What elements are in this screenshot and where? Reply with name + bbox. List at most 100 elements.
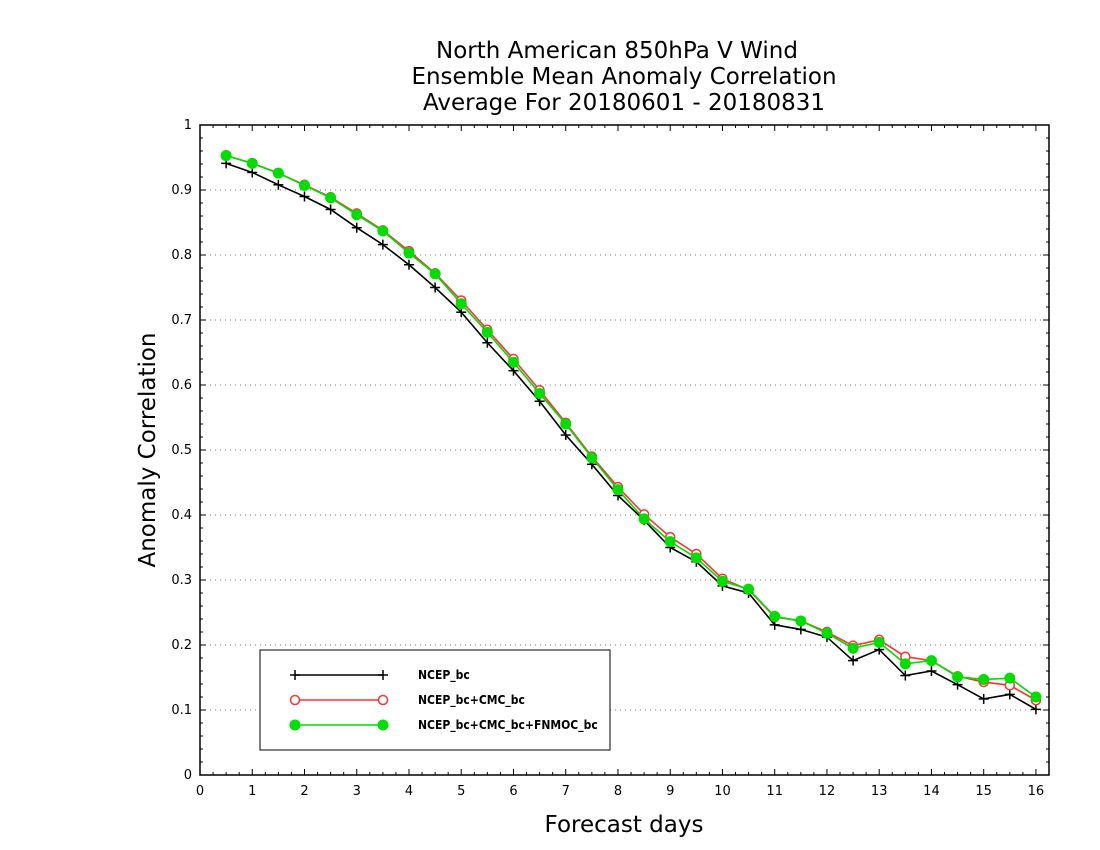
data-point xyxy=(534,387,546,399)
data-point xyxy=(952,671,964,683)
data-point xyxy=(612,484,624,496)
x-tick-label: 14 xyxy=(923,784,940,799)
y-tick-label: 1 xyxy=(184,118,192,133)
x-tick-label: 10 xyxy=(714,784,731,799)
data-point xyxy=(377,225,389,237)
data-point xyxy=(769,610,781,622)
x-tick-label: 6 xyxy=(509,784,517,799)
data-point xyxy=(1004,672,1016,684)
legend-entry: NCEP_bc+CMC_bc xyxy=(289,693,525,708)
y-tick-label: 0.8 xyxy=(171,248,192,263)
data-point xyxy=(351,209,363,221)
y-tick-label: 0.9 xyxy=(171,183,192,198)
data-point xyxy=(926,666,937,676)
gridlines xyxy=(200,189,1049,711)
data-point xyxy=(507,356,519,368)
legend-marker xyxy=(289,719,301,731)
data-point xyxy=(821,627,833,639)
legend-label: NCEP_bc xyxy=(418,668,470,683)
x-axis-label: Forecast days xyxy=(545,812,704,838)
data-point xyxy=(220,150,232,162)
data-point xyxy=(298,179,310,191)
data-point xyxy=(377,239,388,250)
data-point xyxy=(978,673,990,685)
y-tick-label: 0.3 xyxy=(171,573,192,588)
data-point xyxy=(925,655,937,667)
data-point xyxy=(273,179,284,190)
title-line-3: Average For 20180601 - 20180831 xyxy=(423,90,825,116)
data-point xyxy=(403,247,415,259)
y-tick-label: 0.2 xyxy=(171,638,192,653)
data-point xyxy=(586,452,598,464)
x-tick-label: 16 xyxy=(1028,784,1045,799)
x-tick-label: 0 xyxy=(196,784,204,799)
data-point xyxy=(482,337,493,348)
y-tick-label: 0.1 xyxy=(171,703,192,718)
x-tick-label: 13 xyxy=(871,784,888,799)
data-point xyxy=(351,222,362,233)
series-layer xyxy=(220,150,1042,715)
data-point xyxy=(560,430,571,441)
series-line xyxy=(225,162,1037,711)
legend-label: NCEP_bc+CMC_bc xyxy=(418,693,525,708)
legend-marker xyxy=(289,694,301,706)
legend-items: NCEP_bc NCEP_bc+CMC_bc NCEP_bc+CMC_bc+FNMO… xyxy=(289,668,598,733)
data-point xyxy=(873,636,885,648)
legend-label: NCEP_bc+CMC_bc+FNMOC_bc xyxy=(418,718,598,733)
data-point xyxy=(429,268,441,280)
legend-marker xyxy=(378,670,388,680)
series-3 xyxy=(220,150,1042,703)
legend-marker xyxy=(377,694,389,706)
data-point xyxy=(1030,704,1041,715)
data-point xyxy=(899,658,911,670)
data-point xyxy=(978,693,989,704)
legend-marker xyxy=(290,670,300,680)
x-axis: 0 1 2 3 4 5 6 7 8 9 10 11 12 13 14 15 16 xyxy=(196,125,1044,799)
series-line xyxy=(225,154,1037,701)
legend-entry: NCEP_bc xyxy=(290,668,470,683)
data-point xyxy=(1030,691,1042,703)
y-tick-label: 0.7 xyxy=(171,313,192,328)
data-point xyxy=(455,298,467,310)
series-2 xyxy=(220,150,1042,706)
chart-title: North American 850hPa V Wind Ensemble Me… xyxy=(411,38,836,116)
data-point xyxy=(795,615,807,627)
y-tick-label: 0 xyxy=(184,768,192,783)
x-tick-label: 7 xyxy=(562,784,570,799)
x-tick-label: 15 xyxy=(975,784,992,799)
data-point xyxy=(560,418,572,430)
y-tick-label: 0.6 xyxy=(171,378,192,393)
legend-entry: NCEP_bc+CMC_bc+FNMOC_bc xyxy=(289,718,598,733)
y-tick-label: 0.5 xyxy=(171,443,192,458)
x-tick-label: 2 xyxy=(300,784,308,799)
data-point xyxy=(299,191,310,202)
x-tick-label: 11 xyxy=(766,784,783,799)
title-line-1: North American 850hPa V Wind xyxy=(436,38,798,64)
data-point xyxy=(716,575,728,587)
legend: NCEP_bc NCEP_bc+CMC_bc NCEP_bc+CMC_bc+FNMO… xyxy=(259,649,611,751)
x-tick-label: 1 xyxy=(248,784,256,799)
x-tick-label: 9 xyxy=(666,784,674,799)
data-point xyxy=(690,552,702,564)
data-point xyxy=(848,655,859,666)
legend-marker xyxy=(377,719,389,731)
x-tick-label: 5 xyxy=(457,784,465,799)
data-point xyxy=(430,282,441,293)
data-point xyxy=(638,513,650,525)
title-line-2: Ensemble Mean Anomaly Correlation xyxy=(411,64,836,90)
x-tick-label: 12 xyxy=(819,784,836,799)
data-point xyxy=(246,157,258,169)
data-point xyxy=(1004,689,1015,700)
data-point xyxy=(743,583,755,595)
data-point xyxy=(403,259,414,270)
y-axis-label: Anomaly Correlation xyxy=(135,332,161,567)
data-point xyxy=(272,167,284,179)
x-tick-label: 4 xyxy=(405,784,413,799)
data-point xyxy=(325,192,337,204)
data-point xyxy=(664,536,676,548)
series-1 xyxy=(221,158,1041,715)
series-line xyxy=(225,154,1037,698)
x-tick-label: 8 xyxy=(614,784,622,799)
data-point xyxy=(900,670,911,681)
